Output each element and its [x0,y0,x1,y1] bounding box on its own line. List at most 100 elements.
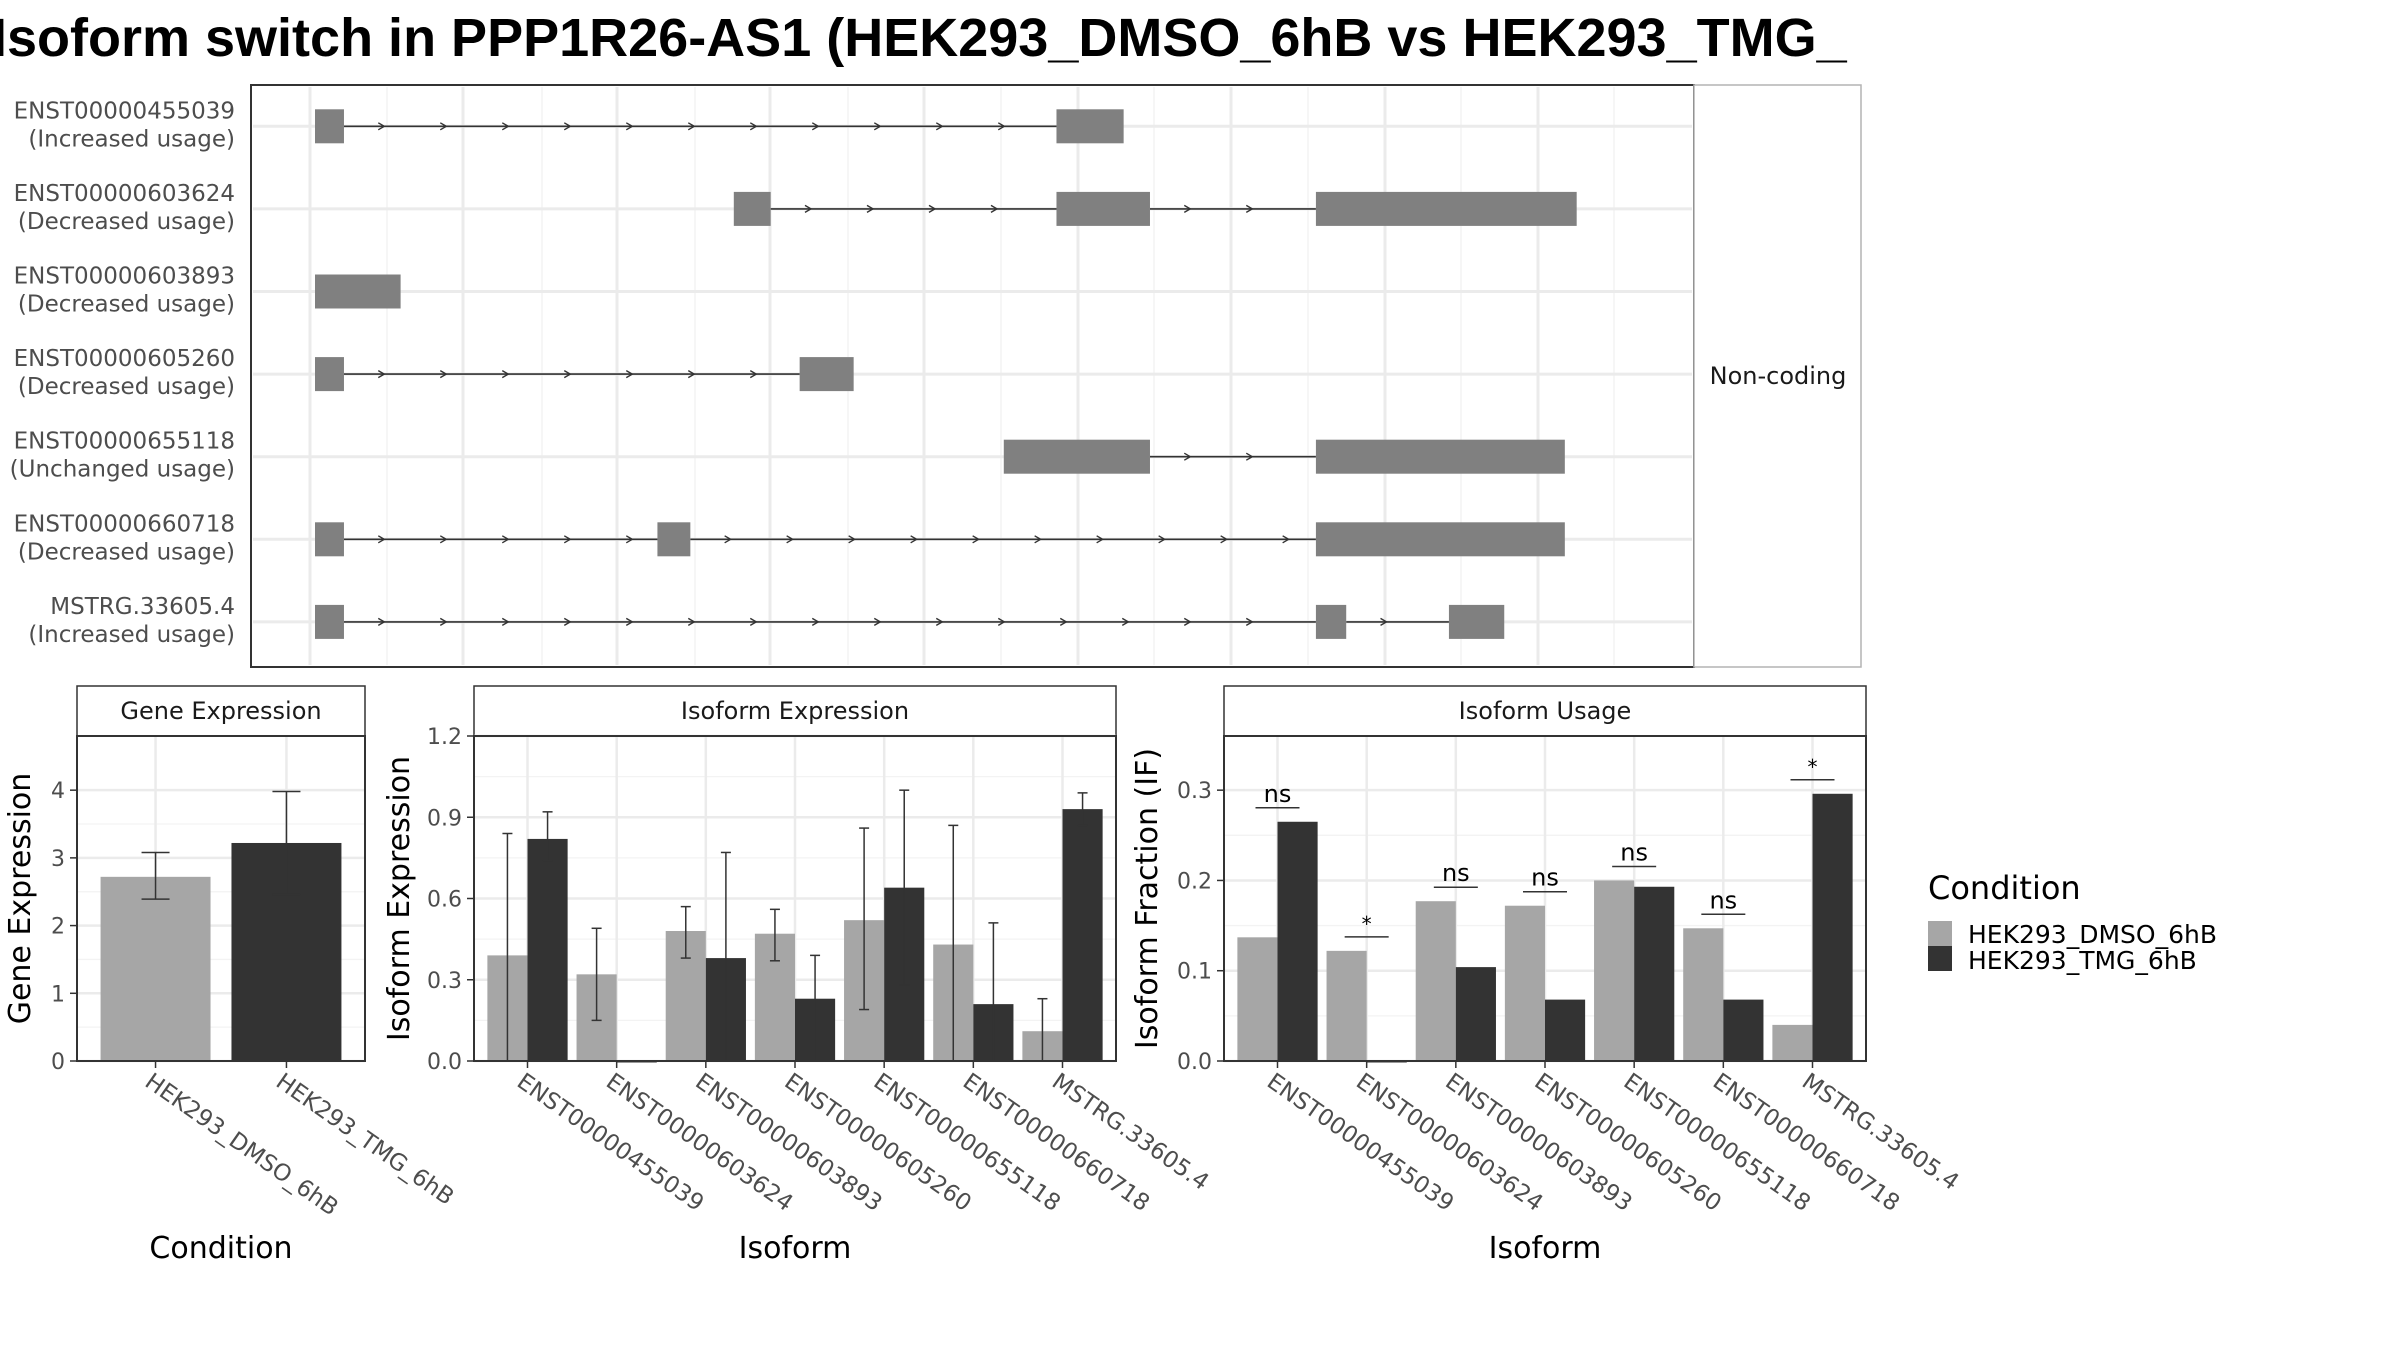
x-axis-title: Isoform [739,1231,852,1266]
exon [1315,522,1565,557]
figure-title: Isoform switch in PPP1R26-AS1 (HEK293_DM… [0,8,1848,68]
significance-label: ns [1709,886,1737,914]
strand-arrow [1183,617,1192,627]
strand-arrow [1282,535,1291,544]
strand-arrow [625,369,634,379]
bar [1772,1024,1813,1061]
y-tick-label: 0.0 [427,1050,462,1075]
y-tick-label: 4 [51,779,65,804]
bar [1545,999,1586,1061]
y-axis-title: Gene Expression [3,773,38,1025]
strand-arrow [377,617,386,627]
significance-label: ns [1264,780,1292,808]
strand-arrow [625,122,634,131]
strand-arrow [1245,617,1254,627]
exon [1315,439,1565,474]
exon [657,522,691,557]
exon [1056,191,1150,226]
strand-arrow [910,535,919,544]
strand-arrow [866,204,875,214]
strand-arrow [687,369,696,379]
transcript-row: ENST00000655118(Unchanged usage) [10,429,1565,483]
x-axis-title: Isoform [1489,1231,1602,1266]
bar [1062,809,1103,1061]
strand-arrow [687,122,696,131]
significance-label: * [1362,912,1372,936]
exon [315,274,401,309]
bar [1504,905,1545,1061]
bar [1723,999,1764,1061]
strand-arrow [439,535,448,544]
legend-title: Condition [1928,869,2081,907]
bar [1326,950,1367,1061]
y-axis-title: Isoform Fraction (IF) [1130,748,1165,1049]
y-tick-label: 1.2 [427,725,462,750]
coding-strip-label: Non-coding [1710,362,1847,390]
x-tick-label: MSTRG.33605.4 [1047,1069,1213,1196]
structure-panel-background [251,85,1694,667]
strand-arrow [439,617,448,627]
transcript-usage-label: (Decreased usage) [18,209,235,235]
strand-arrow [1380,617,1388,627]
strand-arrow [501,369,510,379]
bar [1594,880,1635,1061]
exon [1003,439,1150,474]
exon [315,604,344,639]
strand-arrow [749,122,758,131]
transcript-id-label: ENST00000660718 [14,511,235,537]
significance-label: ns [1620,838,1648,866]
y-tick-label: 0.3 [427,969,462,994]
legend-key-tmg [1928,946,1952,971]
y-tick-label: 2 [51,915,65,940]
exon [733,191,771,226]
legend: Condition HEK293_DMSO_6hB HEK293_TMG_6hB [1928,869,2217,975]
panel-border [76,735,366,1062]
strand-arrow [935,617,944,627]
transcript-id-label: ENST00000603624 [14,181,235,207]
transcript-id-label: MSTRG.33605.4 [50,594,235,620]
bar [1237,937,1278,1061]
exon [315,109,344,144]
strand-arrow [563,617,572,627]
transcript-usage-label: (Decreased usage) [18,292,235,318]
strand-arrow [1245,452,1254,461]
x-tick-label: MSTRG.33605.4 [1797,1069,1963,1196]
strand-arrow [377,369,386,379]
y-tick-label: 0.6 [427,888,462,913]
x-axis-title: Condition [149,1231,292,1266]
strand-arrow [377,535,386,544]
y-tick-label: 1 [51,982,65,1007]
strand-arrow [563,122,572,131]
significance-label: ns [1531,864,1559,892]
strand-arrow [687,617,696,627]
bar [100,876,211,1061]
transcript-row: ENST00000455039(Increased usage) [14,98,1124,152]
exon [1315,191,1577,226]
exon [799,357,854,392]
bar [1634,886,1675,1061]
strand-arrow [972,535,981,544]
legend-entry-dmso: HEK293_DMSO_6hB [1968,920,2217,949]
transcript-id-label: ENST00000605260 [14,346,235,372]
transcript-row: ENST00000603893(Decreased usage) [14,264,401,318]
bar [1415,901,1456,1061]
isoform-expression-panel: Isoform Expression0.00.30.60.91.2ENST000… [382,685,1213,1266]
strand-arrow [997,617,1006,627]
strand-arrow [997,122,1006,131]
strand-arrow [848,535,857,544]
strand-arrow [501,122,510,131]
transcript-usage-label: (Increased usage) [28,622,235,648]
strand-arrow [811,617,820,627]
strand-arrow [873,122,882,131]
strand-arrow [563,535,572,544]
y-tick-label: 0.3 [1177,779,1212,804]
strand-arrow [724,535,733,544]
significance-label: * [1808,755,1818,779]
significance-label: ns [1442,859,1470,887]
exon [1056,109,1124,144]
strand-arrow [1183,452,1192,461]
y-axis-title: Isoform Expression [382,756,417,1041]
exon [1448,604,1505,639]
